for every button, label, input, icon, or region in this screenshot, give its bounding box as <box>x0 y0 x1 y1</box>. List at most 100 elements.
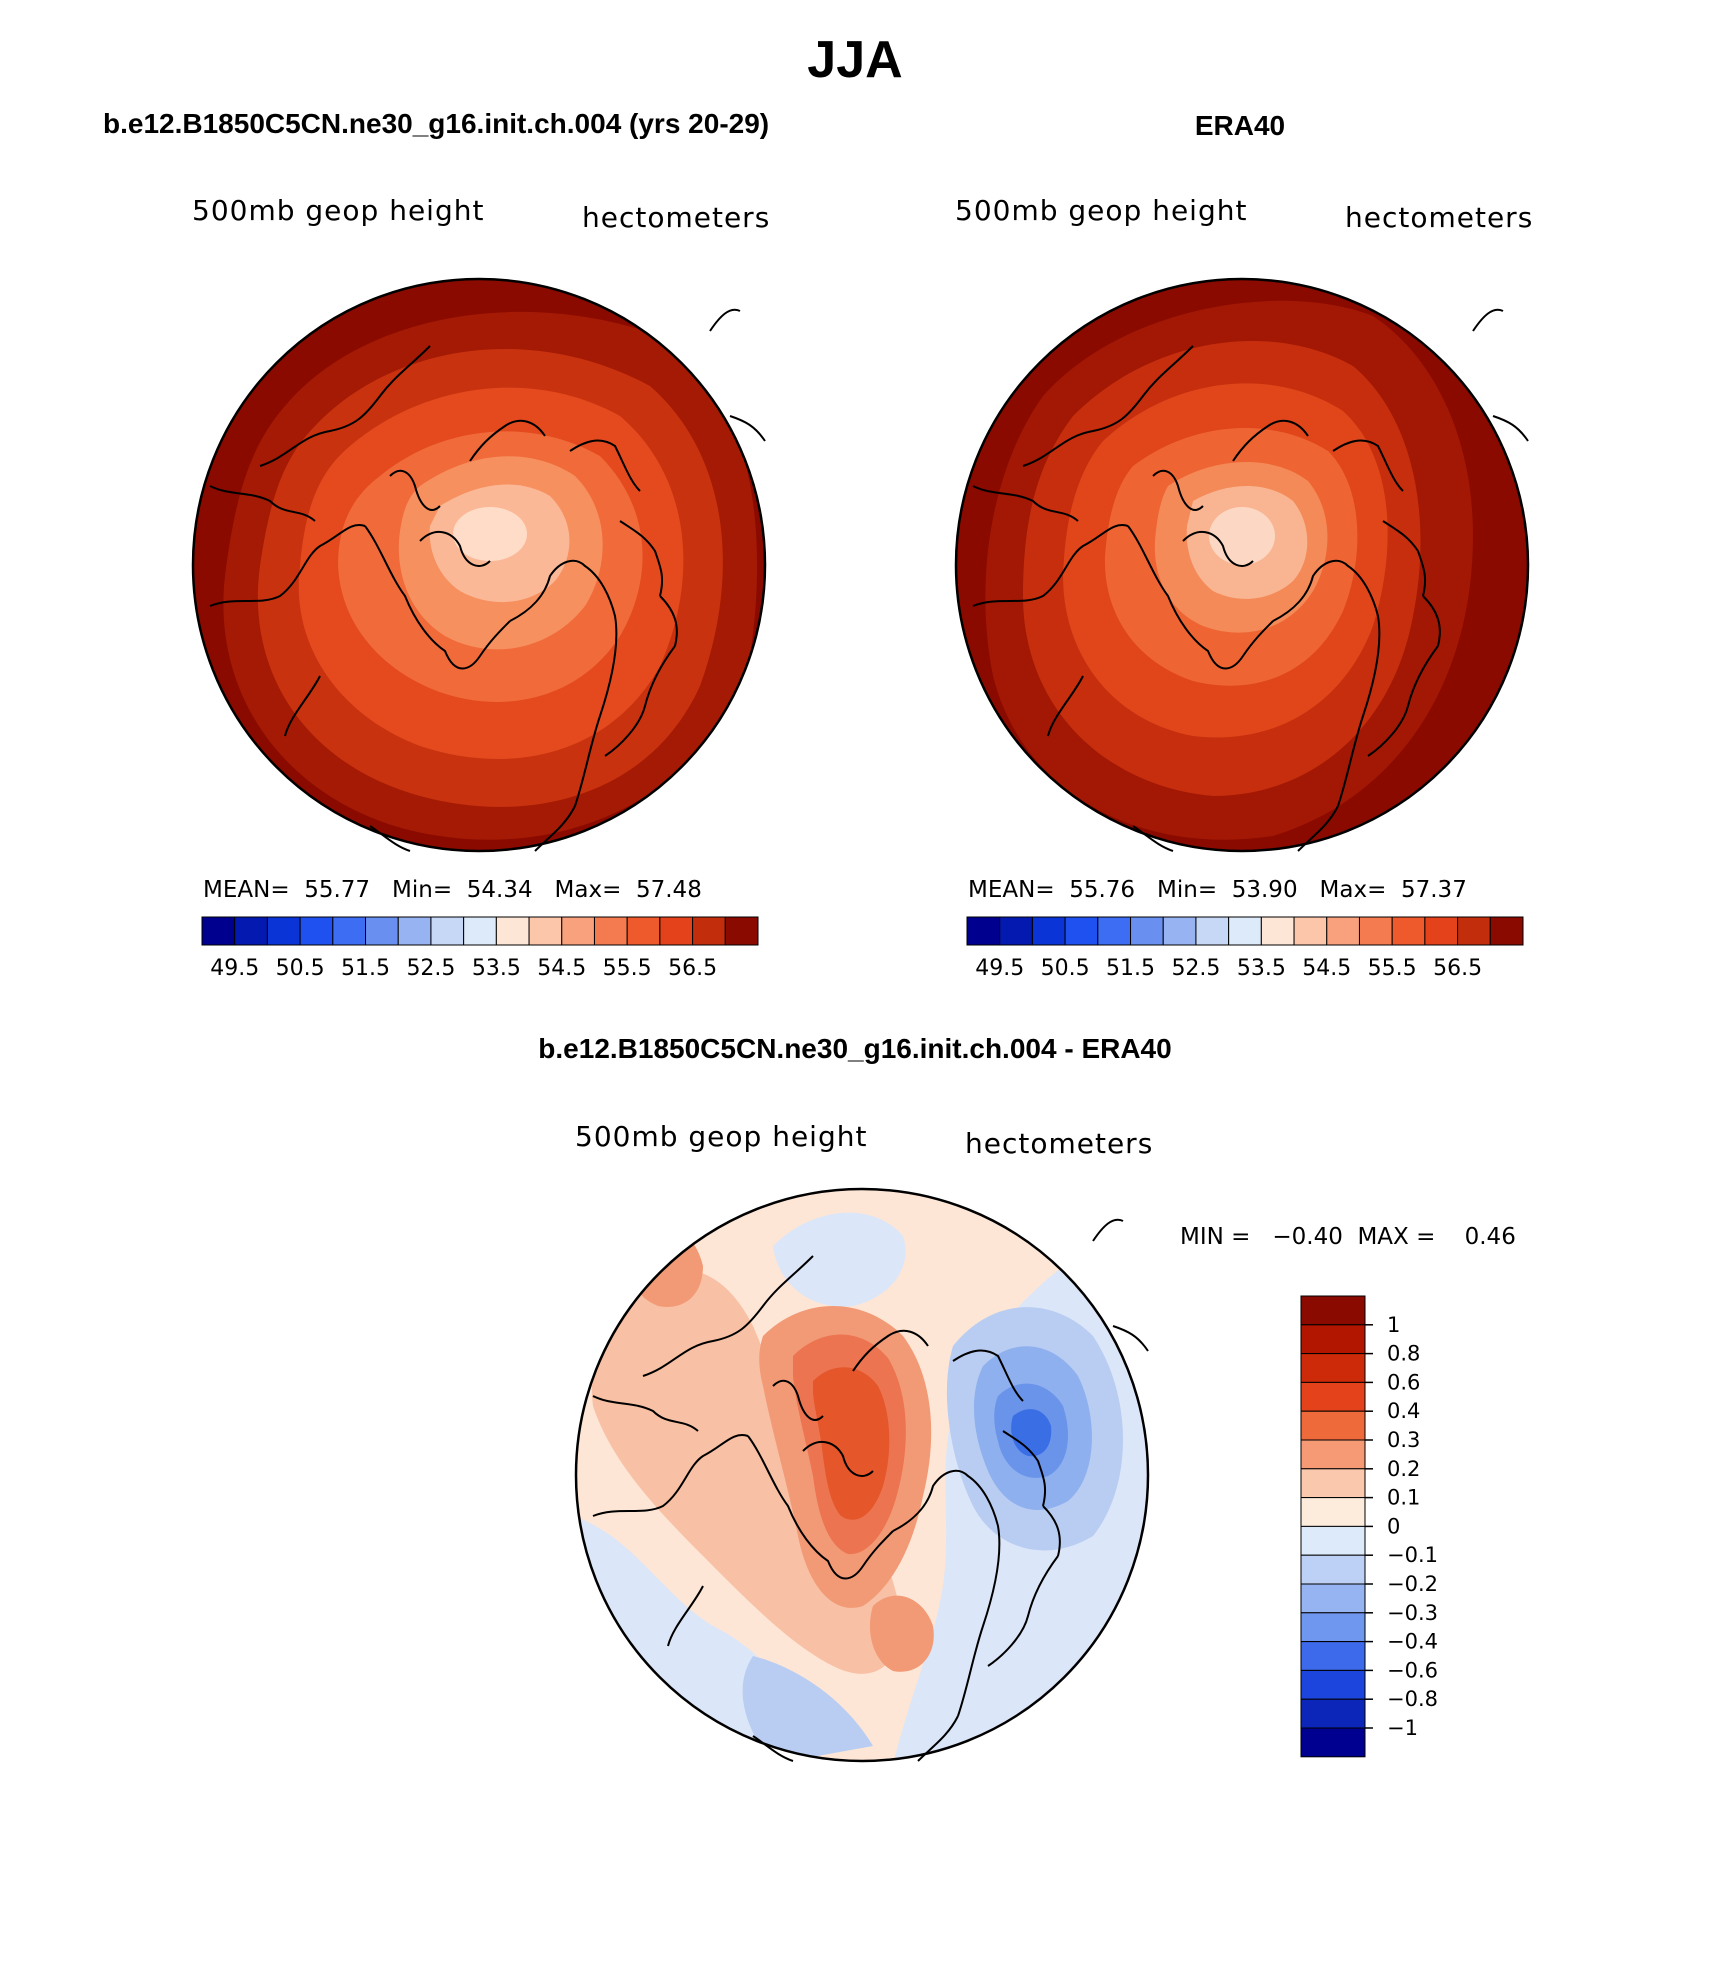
obs-panel-title: ERA40 <box>1194 110 1286 141</box>
diff-variable-label: 500mb geop height <box>575 1120 868 1153</box>
obs-colorbar-swatch <box>1195 916 1230 946</box>
model-colorbar-tick-label: 56.5 <box>668 956 717 981</box>
obs-polar-map <box>954 277 1530 853</box>
obs-colorbar-swatch <box>999 916 1033 946</box>
obs-colorbar-swatch <box>1130 916 1164 946</box>
figure-title: JJA <box>807 31 903 89</box>
diff-map-border <box>574 1187 1150 1763</box>
diff-colorbar-tick-label: 0.6 <box>1387 1370 1420 1394</box>
diff-colorbar-tick-label: 0.2 <box>1387 1457 1420 1481</box>
model-colorbar-swatch <box>332 916 367 946</box>
model-colorbar-swatch <box>201 916 236 946</box>
model-colorbar-swatch <box>299 916 334 946</box>
obs-colorbar-tick-label: 56.5 <box>1433 956 1482 981</box>
model-colorbar-swatch <box>463 916 497 946</box>
diff-colorbar-swatch <box>1300 1525 1366 1556</box>
obs-colorbar-swatch <box>1064 916 1099 946</box>
diff-colorbar-tick-label: −1 <box>1387 1716 1418 1740</box>
mean-value: 55.76 <box>1069 877 1136 903</box>
obs-map-border <box>954 277 1530 853</box>
diff-polar-map <box>574 1187 1150 1763</box>
mean-label: MEAN= <box>968 877 1055 903</box>
model-panel-title: b.e12.B1850C5CN.ne30_g16.init.ch.004 (yr… <box>103 108 770 139</box>
fill-level <box>773 1212 906 1307</box>
obs-colorbar-swatch <box>1391 916 1426 946</box>
diff-colorbar-tick-label: 1 <box>1387 1313 1400 1337</box>
model-colorbar-tick-label: 54.5 <box>537 956 586 981</box>
fill-level <box>1209 507 1275 565</box>
model-colorbar-swatch <box>266 916 301 946</box>
mean-label: MEAN= <box>203 877 290 903</box>
diff-colorbar-tick-label: −0.8 <box>1387 1687 1438 1711</box>
diff-colorbar-swatch <box>1300 1381 1366 1412</box>
min-value: 54.34 <box>466 877 533 903</box>
model-colorbar-swatch <box>430 916 465 946</box>
model-colorbar-swatch <box>365 916 399 946</box>
diff-colorbar-swatch <box>1300 1324 1366 1355</box>
obs-colorbar-tick-label: 55.5 <box>1368 956 1417 981</box>
model-colorbar: 49.5 50.5 51.5 52.5 53.5 54.5 55.5 56.5 <box>201 916 759 981</box>
diff-colorbar-swatch <box>1300 1583 1366 1614</box>
model-colorbar-tick-label: 53.5 <box>472 956 521 981</box>
diff-coastlines <box>592 1218 1149 1762</box>
max-value: 57.37 <box>1400 877 1467 903</box>
min-label: Min= <box>1157 877 1218 903</box>
model-coastlines <box>209 308 766 852</box>
diff-colorbar-tick-label: 0.3 <box>1387 1428 1420 1452</box>
model-colorbar-swatch <box>561 916 595 946</box>
model-variable-label: 500mb geop height <box>192 194 485 227</box>
obs-colorbar-swatch <box>1326 916 1360 946</box>
min-label: Min= <box>392 877 453 903</box>
max-label: Max= <box>1319 877 1387 903</box>
model-colorbar-tick-label: 55.5 <box>603 956 652 981</box>
diff-colorbar-swatch <box>1300 1295 1366 1326</box>
diff-colorbar-swatch <box>1300 1727 1366 1758</box>
model-colorbar-swatch <box>626 916 661 946</box>
obs-colorbar-tick-label: 51.5 <box>1106 956 1155 981</box>
mean-value: 55.77 <box>304 877 371 903</box>
diff-colorbar-tick-label: 0.4 <box>1387 1399 1420 1423</box>
diff-colorbar-swatch <box>1300 1353 1366 1383</box>
diff-min-max: MIN = −0.40 MAX = 0.46 <box>1180 1224 1516 1250</box>
obs-units-label: hectometers <box>1345 201 1534 234</box>
diff-colorbar-tick-label: −0.2 <box>1387 1572 1438 1596</box>
diff-colorbar-tick-label: 0 <box>1387 1514 1400 1538</box>
model-colorbar-tick-label: 52.5 <box>406 956 455 981</box>
diff-colorbar-swatch <box>1300 1468 1366 1499</box>
diff-units-label: hectometers <box>965 1127 1154 1160</box>
model-stats: MEAN= 55.77 Min= 54.34 Max= 57.48 <box>203 877 702 903</box>
model-colorbar-swatch <box>495 916 530 946</box>
diff-colorbar-tick-label: 0.8 <box>1387 1342 1420 1366</box>
obs-colorbar-tick-label: 50.5 <box>1041 956 1090 981</box>
obs-colorbar-swatch <box>1293 916 1328 946</box>
diff-colorbar-swatch <box>1300 1410 1366 1441</box>
obs-colorbar-swatch <box>1097 916 1132 946</box>
diff-colorbar-swatch <box>1300 1497 1366 1527</box>
diff-colorbar-tick-label: −0.3 <box>1387 1601 1438 1625</box>
obs-colorbar-swatch <box>1358 916 1393 946</box>
model-colorbar-swatch <box>234 916 268 946</box>
fill-level <box>453 507 527 561</box>
model-colorbar-swatch <box>528 916 563 946</box>
diff-colorbar-tick-label: −0.1 <box>1387 1543 1438 1567</box>
model-units-label: hectometers <box>582 201 771 234</box>
model-colorbar-swatch <box>593 916 628 946</box>
fill-level <box>742 1656 873 1761</box>
obs-colorbar-swatch <box>1489 916 1524 946</box>
obs-colorbar-tick-label: 54.5 <box>1302 956 1351 981</box>
diff-colorbar-tick-label: −0.6 <box>1387 1658 1438 1682</box>
obs-colorbar-tick-label: 53.5 <box>1237 956 1286 981</box>
obs-variable-label: 500mb geop height <box>955 194 1248 227</box>
obs-coastlines <box>972 308 1529 852</box>
diff-colorbar-swatch <box>1300 1698 1366 1729</box>
diff-colorbar-swatch <box>1300 1554 1366 1585</box>
obs-colorbar-swatch <box>1457 916 1491 946</box>
model-map-border <box>191 277 767 853</box>
diff-colorbar-swatch <box>1300 1439 1366 1470</box>
obs-colorbar-swatch <box>1260 916 1295 946</box>
obs-colorbar-tick-label: 52.5 <box>1171 956 1220 981</box>
obs-colorbar-swatch <box>1424 916 1459 946</box>
obs-colorbar-swatch <box>1228 916 1262 946</box>
model-colorbar-tick-label: 50.5 <box>276 956 325 981</box>
diff-panel-title: b.e12.B1850C5CN.ne30_g16.init.ch.004 - E… <box>538 1033 1172 1064</box>
